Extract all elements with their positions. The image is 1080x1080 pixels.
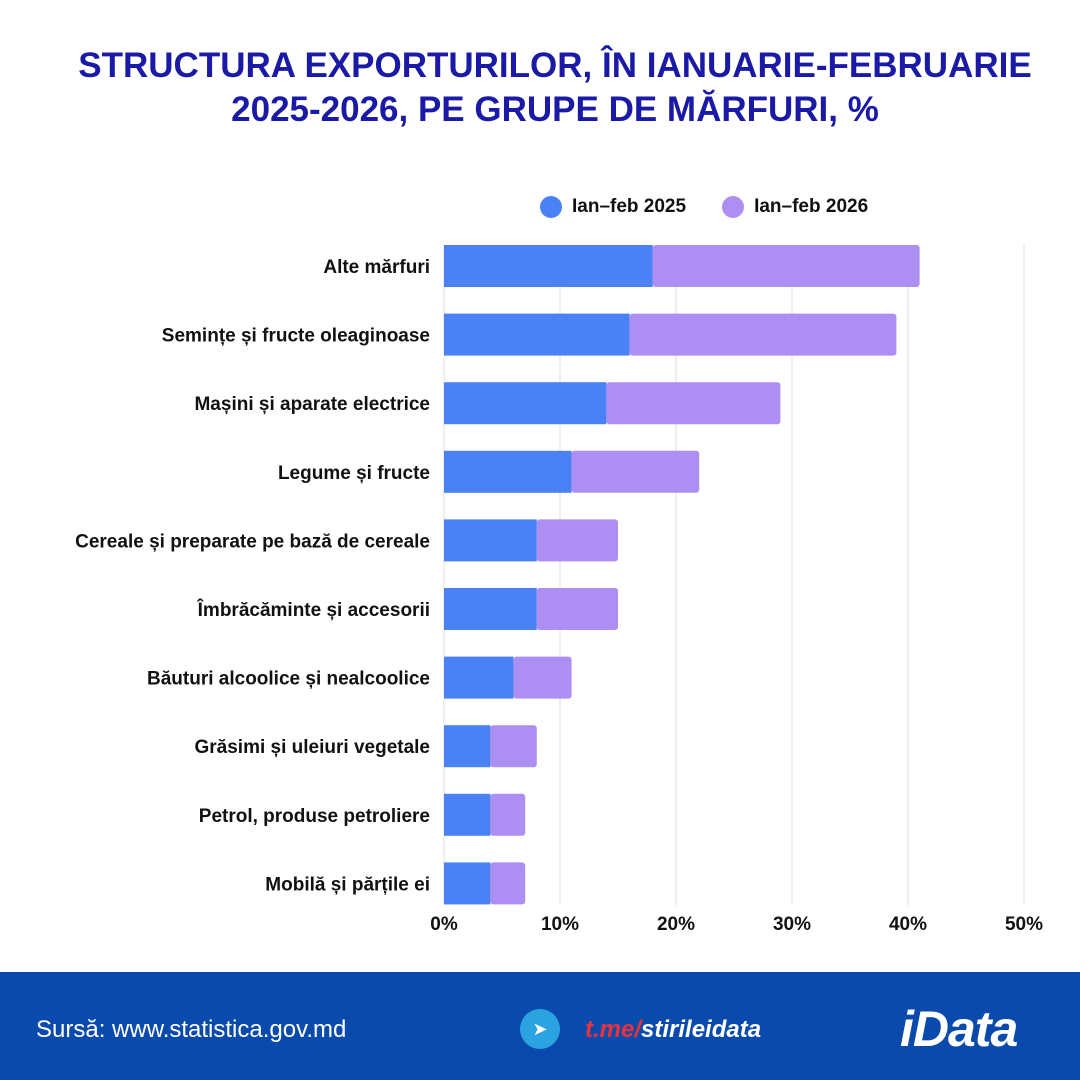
category-label: Petrol, produse petroliere: [199, 806, 430, 827]
bar-2025: [444, 725, 491, 768]
link-channel: stirileidata: [641, 1016, 762, 1043]
bar-2026: [490, 862, 526, 905]
bar-2026: [513, 656, 572, 699]
bar-2026: [490, 725, 537, 768]
bar-2026: [652, 245, 920, 287]
source-text: Sursă: www.statistica.gov.md: [36, 1016, 347, 1043]
footer: Sursă: www.statistica.gov.md ➤ t.me/stir…: [0, 972, 1080, 1080]
bar-2026: [571, 450, 700, 493]
legend-item-2025: Ian–feb 2025: [540, 196, 686, 218]
title-line-1: STRUCTURA EXPORTURILOR, ÎN IANUARIE-FEBR…: [78, 46, 1032, 85]
legend-item-2026: Ian–feb 2026: [722, 196, 868, 218]
telegram-icon[interactable]: ➤: [520, 1009, 560, 1049]
legend-label: Ian–feb 2026: [754, 196, 869, 217]
bar-2025: [444, 450, 572, 493]
category-label: Alte mărfuri: [323, 257, 430, 278]
bar-2026: [629, 313, 897, 356]
legend-swatch: [722, 196, 745, 218]
bar-2026: [536, 519, 618, 562]
chart-title: STRUCTURA EXPORTURILOR, ÎN IANUARIE-FEBR…: [0, 44, 1080, 132]
bar-2026: [606, 382, 781, 425]
x-tick-label: 10%: [541, 914, 579, 935]
bar-2026: [536, 588, 618, 630]
category-label: Grăsimi și uleiuri vegetale: [195, 737, 431, 758]
bar-2025: [444, 313, 630, 356]
legend-swatch: [540, 196, 562, 218]
bar-2025: [444, 588, 537, 630]
category-label: Băuturi alcoolice și nealcoolice: [147, 669, 430, 690]
category-label: Semințe și fructe oleaginoase: [162, 326, 430, 347]
bar-2025: [444, 519, 537, 562]
category-label: Mașini și aparate electrice: [194, 394, 430, 415]
x-tick-label: 20%: [657, 914, 695, 935]
legend: Ian–feb 2025 Ian–feb 2026: [540, 196, 868, 218]
idata-logo: iData: [900, 1001, 1018, 1057]
telegram-link[interactable]: t.me/stirileidata: [585, 1016, 761, 1044]
bar-2025: [444, 382, 607, 425]
bar-2025: [444, 245, 653, 287]
legend-label: Ian–feb 2025: [572, 196, 687, 217]
bar-2025: [444, 862, 491, 905]
category-label: Cereale și preparate pe bază de cereale: [75, 531, 430, 552]
x-tick-label: 40%: [889, 914, 927, 935]
category-label: Legume și fructe: [278, 463, 430, 484]
title-line-2: 2025-2026, PE GRUPE DE MĂRFURI, %: [231, 90, 879, 129]
x-tick-label: 30%: [773, 914, 811, 935]
x-tick-label: 50%: [1005, 914, 1043, 935]
link-prefix: t.me/: [585, 1016, 642, 1043]
category-label: Mobilă și părțile ei: [265, 874, 430, 895]
bar-2025: [444, 656, 514, 699]
bar-2025: [444, 793, 491, 836]
x-tick-label: 0%: [430, 914, 458, 935]
bar-2026: [490, 793, 526, 836]
bar-chart: 0% 10% 20% 30% 40% 50% Alte mărfuri Semințe și …: [75, 245, 1043, 935]
category-label: Îmbrăcăminte și accesorii: [197, 599, 430, 621]
